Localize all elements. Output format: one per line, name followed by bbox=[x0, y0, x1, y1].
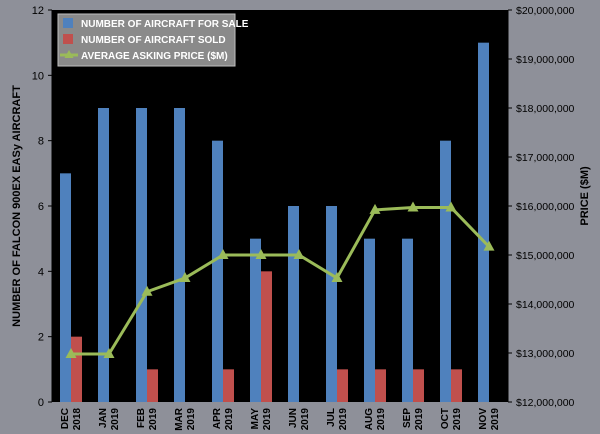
price-marker bbox=[255, 249, 267, 259]
right-tick-label: $16,000,000 bbox=[516, 201, 575, 213]
price-marker bbox=[293, 249, 305, 259]
x-tick-label: AUG 2019 bbox=[364, 408, 387, 431]
price-marker bbox=[217, 249, 229, 259]
price-line bbox=[71, 205, 491, 356]
price-marker bbox=[65, 347, 77, 358]
left-tick-label: 8 bbox=[38, 136, 44, 148]
price-marker bbox=[369, 203, 381, 214]
x-tick-label: JUL 2019 bbox=[326, 408, 349, 431]
bar-for-sale bbox=[478, 42, 489, 403]
bar-for-sale bbox=[136, 108, 147, 402]
bar-for-sale bbox=[326, 206, 337, 402]
x-tick-year: 2019 bbox=[186, 408, 197, 431]
left-tick-label: 2 bbox=[38, 332, 44, 344]
bar-sold bbox=[413, 369, 424, 402]
x-tick-year: 2019 bbox=[338, 408, 349, 431]
x-tick-month: SEP bbox=[402, 408, 413, 428]
bar-sold bbox=[451, 369, 462, 402]
bar-sold bbox=[71, 336, 82, 402]
x-tick-year: 2019 bbox=[490, 408, 501, 431]
x-tick-year: 2018 bbox=[72, 408, 83, 431]
right-tick-label: $13,000,000 bbox=[516, 348, 575, 360]
left-tick-label: 10 bbox=[32, 70, 44, 82]
right-tick-label: $12,000,000 bbox=[516, 397, 575, 409]
bar-for-sale bbox=[364, 238, 375, 402]
x-tick-month: JAN bbox=[98, 408, 109, 428]
x-tick-year: 2019 bbox=[148, 408, 159, 431]
bar-sold bbox=[375, 369, 386, 402]
legend-label: NUMBER OF AIRCRAFT FOR SALE bbox=[81, 19, 249, 30]
bar-for-sale bbox=[98, 108, 109, 402]
x-tick-month: JUL bbox=[326, 408, 337, 427]
legend-label: NUMBER OF AIRCRAFT SOLD bbox=[81, 35, 226, 46]
price-marker bbox=[445, 201, 457, 212]
bar-for-sale bbox=[250, 238, 261, 402]
legend-swatch bbox=[63, 18, 73, 28]
right-tick-label: $19,000,000 bbox=[516, 54, 575, 66]
x-tick-year: 2019 bbox=[110, 408, 121, 431]
x-tick-label: MAR 2019 bbox=[174, 407, 197, 431]
x-tick-month: MAY bbox=[250, 408, 261, 430]
x-tick-month: MAR bbox=[174, 407, 185, 431]
bar-for-sale bbox=[174, 108, 185, 402]
x-tick-month: AUG bbox=[364, 408, 375, 430]
legend-swatch bbox=[63, 34, 73, 44]
x-tick-label: FEB 2019 bbox=[136, 408, 159, 431]
left-tick-label: 0 bbox=[38, 397, 44, 409]
x-tick-year: 2019 bbox=[224, 408, 235, 431]
bar-for-sale bbox=[288, 206, 299, 402]
right-tick-label: $17,000,000 bbox=[516, 152, 575, 164]
x-tick-label: MAY 2019 bbox=[250, 408, 273, 431]
y-axis-title: NUMBER OF FALCON 900EX EASy AIRCRAFT bbox=[11, 85, 23, 327]
legend-marker-swatch bbox=[64, 50, 74, 58]
price-marker bbox=[103, 347, 115, 358]
x-tick-year: 2019 bbox=[452, 408, 463, 431]
x-tick-label: APR 2019 bbox=[212, 407, 235, 430]
right-tick-label: $14,000,000 bbox=[516, 299, 575, 311]
right-tick-label: $15,000,000 bbox=[516, 250, 575, 262]
price-marker bbox=[407, 201, 419, 212]
left-tick-label: 6 bbox=[38, 201, 44, 213]
x-tick-month: OCT bbox=[440, 408, 451, 429]
right-tick-label: $20,000,000 bbox=[516, 5, 575, 17]
x-tick-month: FEB bbox=[136, 408, 147, 428]
legend-box bbox=[57, 13, 236, 67]
bar-sold bbox=[337, 369, 348, 402]
bar-for-sale bbox=[212, 140, 223, 402]
x-tick-month: DEC bbox=[60, 408, 71, 429]
x-tick-month: JUN bbox=[288, 408, 299, 428]
x-tick-year: 2019 bbox=[262, 408, 273, 431]
x-tick-year: 2019 bbox=[414, 408, 425, 431]
x-tick-label: JUN 2019 bbox=[288, 408, 311, 431]
bar-sold bbox=[223, 369, 234, 402]
left-tick-label: 12 bbox=[32, 5, 44, 17]
price-marker bbox=[331, 272, 343, 283]
price-marker bbox=[483, 240, 495, 251]
x-tick-label: SEP 2019 bbox=[402, 408, 425, 431]
bar-for-sale bbox=[402, 238, 413, 402]
x-tick-label: DEC 2018 bbox=[60, 408, 83, 431]
price-marker bbox=[141, 285, 153, 296]
x-tick-month: NOV bbox=[478, 408, 489, 430]
bar-for-sale bbox=[440, 140, 451, 402]
x-tick-month: APR bbox=[212, 407, 223, 429]
bar-sold bbox=[261, 271, 272, 402]
legend-label: AVERAGE ASKING PRICE ($M) bbox=[81, 51, 228, 62]
left-tick-label: 4 bbox=[38, 266, 44, 278]
x-tick-label: JAN 2019 bbox=[98, 408, 121, 431]
price-marker bbox=[179, 272, 191, 283]
right-tick-label: $18,000,000 bbox=[516, 103, 575, 115]
x-tick-label: NOV 2019 bbox=[478, 408, 501, 431]
y2-axis-title: PRICE ($M) bbox=[579, 166, 591, 226]
x-tick-year: 2019 bbox=[376, 408, 387, 431]
bar-sold bbox=[147, 369, 158, 402]
x-tick-label: OCT 2019 bbox=[440, 408, 463, 431]
x-tick-year: 2019 bbox=[300, 408, 311, 431]
bar-for-sale bbox=[60, 173, 71, 402]
